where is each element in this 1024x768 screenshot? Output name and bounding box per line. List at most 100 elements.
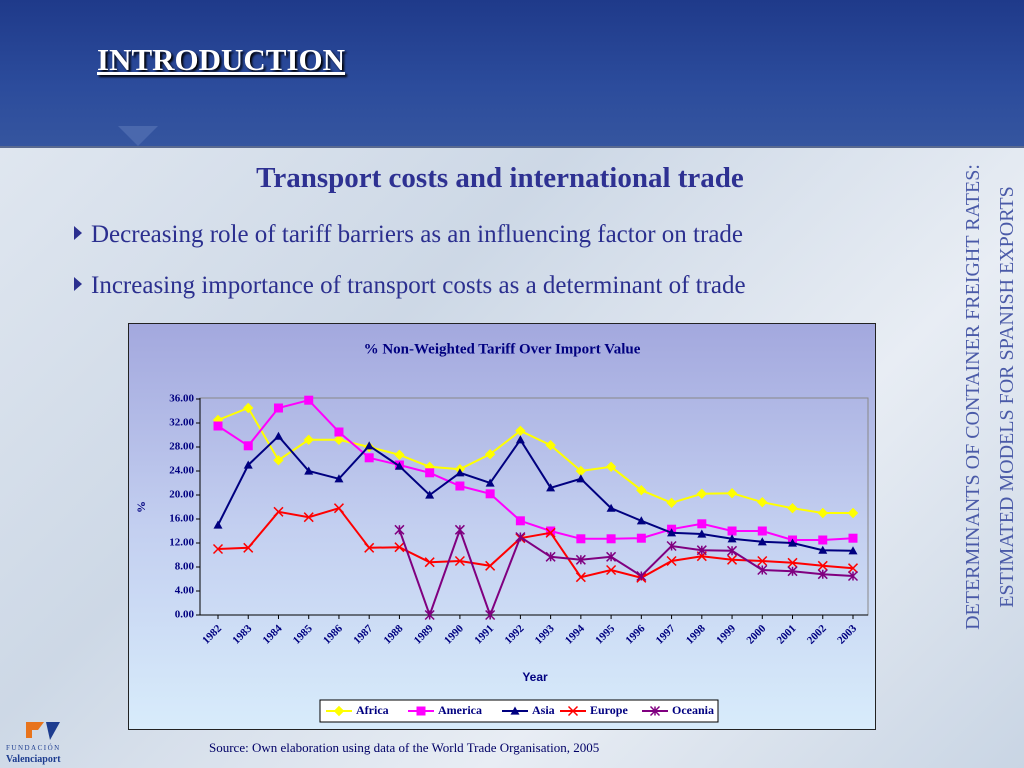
legend-marker xyxy=(649,705,661,717)
marker xyxy=(394,524,405,535)
marker xyxy=(666,555,677,567)
notch xyxy=(118,126,158,146)
chart-title: % Non-Weighted Tariff Over Import Value xyxy=(364,341,641,357)
marker xyxy=(575,572,586,583)
marker xyxy=(213,421,223,431)
marker xyxy=(545,551,556,562)
marker xyxy=(576,534,586,544)
y-tick-label: 4.00 xyxy=(175,585,195,597)
marker xyxy=(727,534,737,543)
marker xyxy=(364,441,374,450)
marker xyxy=(757,496,768,508)
marker xyxy=(606,564,617,576)
marker xyxy=(333,434,345,446)
marker xyxy=(606,534,616,544)
marker xyxy=(848,533,858,543)
marker xyxy=(303,434,314,446)
marker xyxy=(485,609,496,621)
legend-marker xyxy=(567,705,579,717)
marker xyxy=(667,528,677,537)
legend-label: Oceania xyxy=(672,703,714,717)
marker xyxy=(726,487,738,499)
marker xyxy=(485,478,495,487)
marker xyxy=(666,497,677,509)
marker xyxy=(394,542,405,553)
bullet-text: Decreasing role of tariff barriers as an… xyxy=(91,221,744,248)
marker xyxy=(817,569,828,580)
marker xyxy=(304,395,314,405)
marker xyxy=(727,526,737,536)
marker xyxy=(213,520,223,529)
marker xyxy=(605,461,617,473)
chart: % Non-Weighted Tariff Over Import Value … xyxy=(128,323,876,730)
marker xyxy=(304,466,314,475)
marker xyxy=(454,555,465,567)
legend-label: America xyxy=(438,703,482,717)
series-line xyxy=(398,526,854,618)
marker xyxy=(606,503,616,512)
series-line xyxy=(217,406,853,514)
marker xyxy=(515,531,526,543)
marker xyxy=(273,454,284,466)
marker xyxy=(334,427,344,437)
y-axis-label: % xyxy=(134,501,148,513)
y-tick-label: 16.00 xyxy=(169,513,194,525)
marker xyxy=(606,551,617,562)
marker xyxy=(787,566,798,577)
marker xyxy=(243,441,253,451)
legend-marker xyxy=(416,706,426,716)
marker xyxy=(636,570,647,582)
y-tick-label: 36.00 xyxy=(169,393,194,405)
marker xyxy=(515,435,525,444)
marker xyxy=(546,483,556,492)
marker xyxy=(394,449,405,461)
marker xyxy=(424,609,435,621)
marker xyxy=(727,545,738,556)
series-line xyxy=(217,434,854,552)
side-text: DETERMINANTS OF CONTAINER FREIGHT RATES: xyxy=(962,164,984,630)
chart-frame xyxy=(128,323,876,730)
marker xyxy=(636,516,646,525)
marker xyxy=(394,461,404,470)
marker xyxy=(455,481,465,491)
marker xyxy=(454,524,465,535)
logo-top: FUNDACIÓN xyxy=(6,744,61,752)
marker xyxy=(425,490,435,499)
y-tick-label: 24.00 xyxy=(169,465,194,477)
marker xyxy=(697,519,707,529)
marker xyxy=(515,425,526,437)
marker xyxy=(788,538,798,547)
marker xyxy=(273,403,283,413)
logo: FUNDACIÓN Valenciaport xyxy=(4,720,84,766)
legend-label: Africa xyxy=(356,703,389,717)
marker xyxy=(243,460,253,469)
marker xyxy=(334,474,344,483)
bullet: Decreasing role of tariff barriers as an… xyxy=(74,221,743,249)
marker xyxy=(757,564,768,576)
bullet: Increasing importance of transport costs… xyxy=(74,272,746,300)
marker xyxy=(424,557,435,568)
source: Source: Own elaboration using data of th… xyxy=(209,740,600,755)
marker xyxy=(575,554,586,565)
series-line xyxy=(217,399,854,541)
marker xyxy=(303,512,314,523)
marker xyxy=(757,555,768,567)
legend-marker xyxy=(510,706,520,715)
marker xyxy=(847,570,859,582)
subtitle: Transport costs and international trade xyxy=(256,162,744,194)
marker xyxy=(484,448,496,460)
marker xyxy=(818,545,828,554)
marker xyxy=(546,526,556,536)
marker xyxy=(364,453,374,463)
marker xyxy=(576,474,586,483)
marker xyxy=(817,507,828,519)
marker xyxy=(817,560,828,571)
marker xyxy=(243,542,254,553)
y-tick-label: 20.00 xyxy=(169,489,194,501)
marker xyxy=(757,526,767,536)
y-tick-label: 8.00 xyxy=(175,561,195,573)
marker xyxy=(545,439,556,451)
legend-marker xyxy=(333,705,345,717)
marker xyxy=(847,507,859,519)
